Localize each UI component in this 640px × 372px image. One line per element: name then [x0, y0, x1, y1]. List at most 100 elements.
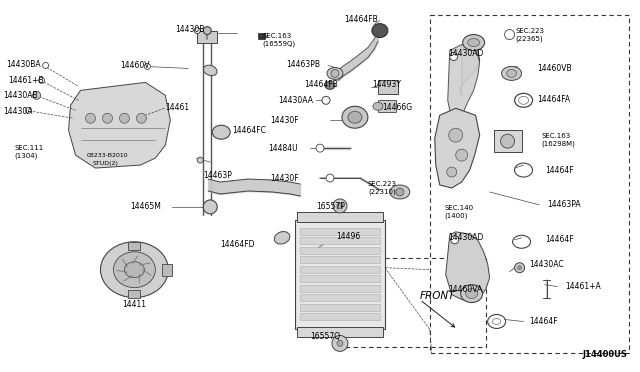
Ellipse shape [212, 125, 230, 139]
Bar [300, 256, 380, 263]
Text: SEC.163: SEC.163 [541, 133, 571, 139]
Bar [378, 100, 396, 112]
Circle shape [86, 113, 95, 123]
Text: 14496: 14496 [336, 232, 360, 241]
Circle shape [500, 134, 515, 148]
Bar [300, 228, 380, 235]
Text: SEC.223: SEC.223 [368, 181, 397, 187]
Text: 14465M: 14465M [131, 202, 161, 211]
Text: 14464FB: 14464FB [304, 80, 338, 89]
Bar [300, 285, 380, 292]
Circle shape [447, 167, 457, 177]
Text: 14463PA: 14463PA [547, 201, 581, 209]
Circle shape [204, 200, 217, 214]
Ellipse shape [390, 185, 410, 199]
Polygon shape [435, 108, 479, 188]
Ellipse shape [275, 231, 290, 244]
Text: 14430AC: 14430AC [529, 260, 564, 269]
Bar [430, 15, 629, 353]
Bar [338, 258, 486, 347]
Text: 14464FD: 14464FD [220, 240, 255, 249]
Bar [129, 242, 140, 250]
Bar [300, 304, 380, 311]
Text: 14461+B: 14461+B [9, 76, 44, 85]
Polygon shape [460, 42, 479, 96]
Bar [378, 80, 398, 94]
Text: 14461+A: 14461+A [566, 282, 601, 291]
Circle shape [33, 92, 40, 99]
Ellipse shape [325, 81, 335, 89]
Text: 16557Q: 16557Q [310, 332, 340, 341]
Circle shape [504, 30, 515, 39]
Bar [197, 31, 217, 42]
Text: 14464FA: 14464FA [538, 95, 571, 104]
Polygon shape [445, 232, 490, 302]
Circle shape [197, 157, 204, 163]
Text: STUD(2): STUD(2) [93, 161, 118, 166]
Circle shape [449, 128, 463, 142]
Text: (16559Q): (16559Q) [262, 40, 295, 47]
Circle shape [337, 340, 343, 346]
Bar [300, 237, 380, 244]
Circle shape [316, 144, 324, 152]
Text: 14430F: 14430F [270, 116, 299, 125]
Bar [493, 130, 522, 152]
Circle shape [204, 26, 211, 35]
Text: 14464FC: 14464FC [232, 126, 266, 135]
Text: SEC.223: SEC.223 [516, 28, 545, 33]
Text: 14430AA: 14430AA [278, 96, 313, 105]
Bar [300, 275, 380, 282]
Circle shape [333, 199, 347, 213]
Text: 14484U: 14484U [268, 144, 298, 153]
Ellipse shape [327, 67, 343, 79]
Text: (22310): (22310) [368, 189, 396, 195]
Text: 14493Y: 14493Y [372, 80, 401, 89]
Ellipse shape [372, 23, 388, 38]
Text: 14430B: 14430B [175, 25, 205, 34]
Text: 14460VB: 14460VB [538, 64, 572, 73]
Text: 14430AD: 14430AD [448, 49, 483, 58]
Circle shape [26, 107, 31, 113]
Bar [129, 290, 140, 298]
Text: FRONT: FRONT [420, 291, 455, 301]
Ellipse shape [507, 70, 516, 77]
Text: 14411: 14411 [122, 300, 147, 309]
Circle shape [515, 263, 525, 273]
Text: (16298M): (16298M) [541, 141, 575, 147]
Text: 14460VA: 14460VA [448, 285, 482, 294]
Text: 14430AB: 14430AB [4, 91, 38, 100]
Text: (1304): (1304) [15, 153, 38, 159]
Text: SEC.111: SEC.111 [15, 145, 44, 151]
Bar [300, 266, 380, 273]
Circle shape [396, 188, 404, 196]
Circle shape [195, 28, 200, 33]
Circle shape [332, 336, 348, 352]
Ellipse shape [468, 39, 479, 46]
Circle shape [337, 203, 343, 209]
Text: 14463PB: 14463PB [286, 60, 320, 69]
Bar [300, 313, 380, 320]
Text: SEC.140: SEC.140 [445, 205, 474, 211]
Circle shape [43, 62, 49, 68]
Text: J14400US: J14400US [582, 350, 627, 359]
Ellipse shape [342, 106, 368, 128]
Ellipse shape [204, 65, 217, 76]
Bar [163, 264, 172, 276]
Ellipse shape [124, 262, 145, 278]
Text: 14461: 14461 [165, 103, 189, 112]
Circle shape [456, 149, 468, 161]
Ellipse shape [463, 35, 484, 51]
Bar [300, 294, 380, 301]
Text: 14464F: 14464F [529, 317, 558, 326]
Text: 14464FB: 14464FB [344, 15, 378, 24]
Text: 14464F: 14464F [545, 235, 574, 244]
Circle shape [145, 64, 150, 70]
Bar [295, 220, 385, 330]
Bar [297, 327, 383, 337]
Text: 14430AD: 14430AD [448, 233, 483, 242]
Circle shape [451, 236, 459, 244]
Text: 14430F: 14430F [270, 173, 299, 183]
Circle shape [450, 52, 458, 61]
Circle shape [102, 113, 113, 123]
Circle shape [331, 70, 339, 77]
